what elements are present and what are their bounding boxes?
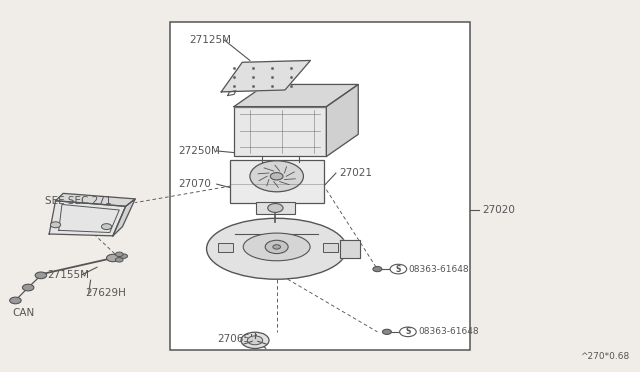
Polygon shape <box>340 240 360 258</box>
Circle shape <box>383 329 392 334</box>
Circle shape <box>399 327 416 337</box>
Bar <box>256 202 294 214</box>
Bar <box>230 160 324 203</box>
Circle shape <box>268 203 283 212</box>
Text: 27065H: 27065H <box>217 334 257 344</box>
Text: SEE SEC.271: SEE SEC.271 <box>45 196 111 206</box>
Circle shape <box>247 336 262 345</box>
Circle shape <box>270 173 283 180</box>
Circle shape <box>390 264 406 274</box>
Bar <box>218 243 234 253</box>
Circle shape <box>250 161 303 192</box>
Circle shape <box>273 245 280 249</box>
Text: 27629H: 27629H <box>86 288 126 298</box>
Bar <box>323 243 339 253</box>
Polygon shape <box>113 199 135 236</box>
Circle shape <box>106 254 119 262</box>
Text: 27021: 27021 <box>339 168 372 178</box>
Circle shape <box>101 224 111 230</box>
Circle shape <box>51 222 61 228</box>
Circle shape <box>265 240 288 254</box>
Circle shape <box>120 254 127 259</box>
Ellipse shape <box>207 218 347 279</box>
Text: 27250M: 27250M <box>179 146 220 156</box>
Polygon shape <box>56 193 135 206</box>
Text: 08363-61648: 08363-61648 <box>418 327 479 336</box>
Circle shape <box>115 252 123 257</box>
Polygon shape <box>49 201 125 236</box>
Text: ^270*0.68: ^270*0.68 <box>580 352 629 361</box>
Text: 08363-61648: 08363-61648 <box>408 264 469 273</box>
Polygon shape <box>234 84 358 107</box>
Circle shape <box>373 266 382 272</box>
Text: 27020: 27020 <box>483 205 515 215</box>
Circle shape <box>22 284 34 291</box>
Polygon shape <box>221 61 310 92</box>
Ellipse shape <box>243 233 310 261</box>
Text: CAN: CAN <box>13 308 35 318</box>
Text: S: S <box>396 264 401 273</box>
Text: 27125M: 27125M <box>189 35 232 45</box>
Text: 27155M: 27155M <box>47 270 89 280</box>
Circle shape <box>10 297 21 304</box>
Text: S: S <box>405 327 411 336</box>
Circle shape <box>241 332 269 349</box>
Circle shape <box>115 258 123 262</box>
Bar <box>234 107 326 157</box>
Polygon shape <box>326 84 358 157</box>
Circle shape <box>35 272 47 279</box>
Bar <box>170 22 470 350</box>
Text: 27070: 27070 <box>179 179 211 189</box>
